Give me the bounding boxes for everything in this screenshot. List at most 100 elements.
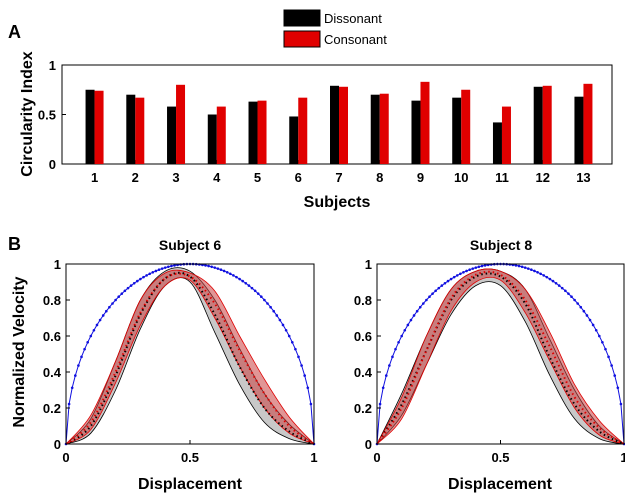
bar-consonant [298,97,308,164]
x-tick-label: 1 [91,170,98,185]
subject-6-optimal-point [114,298,117,302]
subject-6-optimal-point [306,386,310,390]
subject-8-optimal-point [462,270,465,274]
subject-6-band-consonant [65,269,315,445]
bar-dissonant [411,100,421,164]
panel-b-letter: B [8,234,21,254]
subject-8-optimal-point [610,364,613,367]
subject-8-optimal-point [455,274,459,277]
subject-6-optimal-point [160,267,164,270]
bar-dissonant [370,94,380,164]
y-tick-label: 0.8 [354,293,372,308]
subject-6-optimal-point [303,374,307,377]
subject-8-optimal-point [418,305,422,309]
y-tick-label: 0.4 [354,365,373,380]
subject-6-optimal-point [101,314,105,317]
subject-8-optimal-point [604,347,607,351]
subject-8-optimal-point [588,318,592,322]
legend-swatch-dissonant [283,9,321,27]
subject-6-optimal-point [287,334,291,338]
subject-6-optimal-point [225,270,229,274]
subject-6-optimal-point [241,279,244,283]
subject-8-optimal-point [564,289,567,293]
subject-6-optimal-point [136,279,139,283]
subject-6-optimal-point [266,302,269,305]
subject-6-optimal-point [269,305,272,309]
legend-swatch-consonant [283,30,321,48]
subject-6-optimal-point [222,269,226,273]
subject-8-optimal-point [468,268,471,272]
subject-6-optimal-point [238,277,241,281]
subject-8-title: Subject 8 [470,237,532,253]
subject-6-optimal-point [92,328,96,332]
subject-8-optimal-point [536,270,539,274]
x-tick-label: 9 [417,170,424,185]
subject-8-optimal-point [406,323,410,327]
bar-consonant [542,85,552,164]
bar-dissonant [126,94,136,164]
y-tick-label: 0.5 [38,108,56,123]
subject-6-optimal-point [297,355,300,359]
x-tick-label: 3 [172,170,179,185]
subject-6-optimal-point [80,355,83,359]
x-axis-label-a: Subjects [304,194,371,211]
subject-6-optimal-point [207,264,210,268]
subject-6-optimal-point [129,284,133,287]
subject-8-optimal-point [616,386,620,390]
subject-8-optimal-point [428,295,431,299]
x-tick-label: 2 [132,170,139,185]
subject-6-optimal-point [105,309,108,313]
subject-8-optimal-point [483,264,487,267]
subject-8-optimal-point [381,386,385,390]
subject-8-optimal-point [378,402,382,406]
subject-6-mean-consonant [65,272,315,445]
subject-8-optimal-point [459,272,462,276]
bar-consonant [94,90,104,164]
subject-8-optimal-point [434,289,437,293]
subject-8-optimal-point [601,340,604,344]
subject-6-optimal-point [219,268,223,272]
y-tick-label: 0 [54,437,61,452]
bar-consonant [583,83,593,164]
x-tick-label: 5 [254,170,261,185]
subject-8-optimal-point [594,328,598,332]
subject-6-optimal-point [263,298,266,302]
subject-8-optimal-point [409,318,413,322]
bar-dissonant [167,106,177,164]
x-tick-label: 13 [576,170,590,185]
subject-8-optimal-point [471,267,475,270]
bar-consonant [135,97,145,164]
y-axis-label-b: Normalized Velocity [11,276,28,427]
subject-6-optimal-point [167,265,170,269]
subject-6-optimal-point [275,314,279,317]
y-tick-label: 0 [365,437,372,452]
subject-6-title: Subject 6 [159,237,221,253]
x-tick-label: 8 [376,170,383,185]
subject-8-optimal-point [412,314,416,317]
y-axis-label-a: Circularity Index [19,51,36,176]
bar-consonant [216,106,226,164]
bar-consonant [257,100,267,164]
y-tick-label: 1 [54,257,61,272]
subject-8-optimal-point [554,281,558,285]
subject-8-optimal-point [465,269,468,273]
bar-consonant [420,81,430,164]
y-tick-label: 0.2 [354,401,372,416]
subject-6-optimal-point [123,289,127,293]
subject-6-optimal-point [86,340,89,344]
subject-8-optimal-point [425,298,428,302]
y-tick-label: 1 [49,58,56,73]
subject-6-optimal-point [244,281,248,285]
subject-8-optimal-point [573,298,576,302]
x-axis-label-subject-6: Displacement [138,476,243,493]
subject-8-optimal-point [557,284,561,287]
subject-6-optimal-point [142,275,145,279]
bar-dissonant [533,86,543,164]
x-tick-label: 0 [62,450,69,465]
subject-6-optimal-point [108,305,111,309]
subject-6-optimal-point [213,266,217,269]
subject-6-optimal-point [145,274,148,277]
subject-8-mean-dissonant [376,272,625,445]
bar-dissonant [330,85,339,164]
subject-6-optimal-point [216,267,220,270]
